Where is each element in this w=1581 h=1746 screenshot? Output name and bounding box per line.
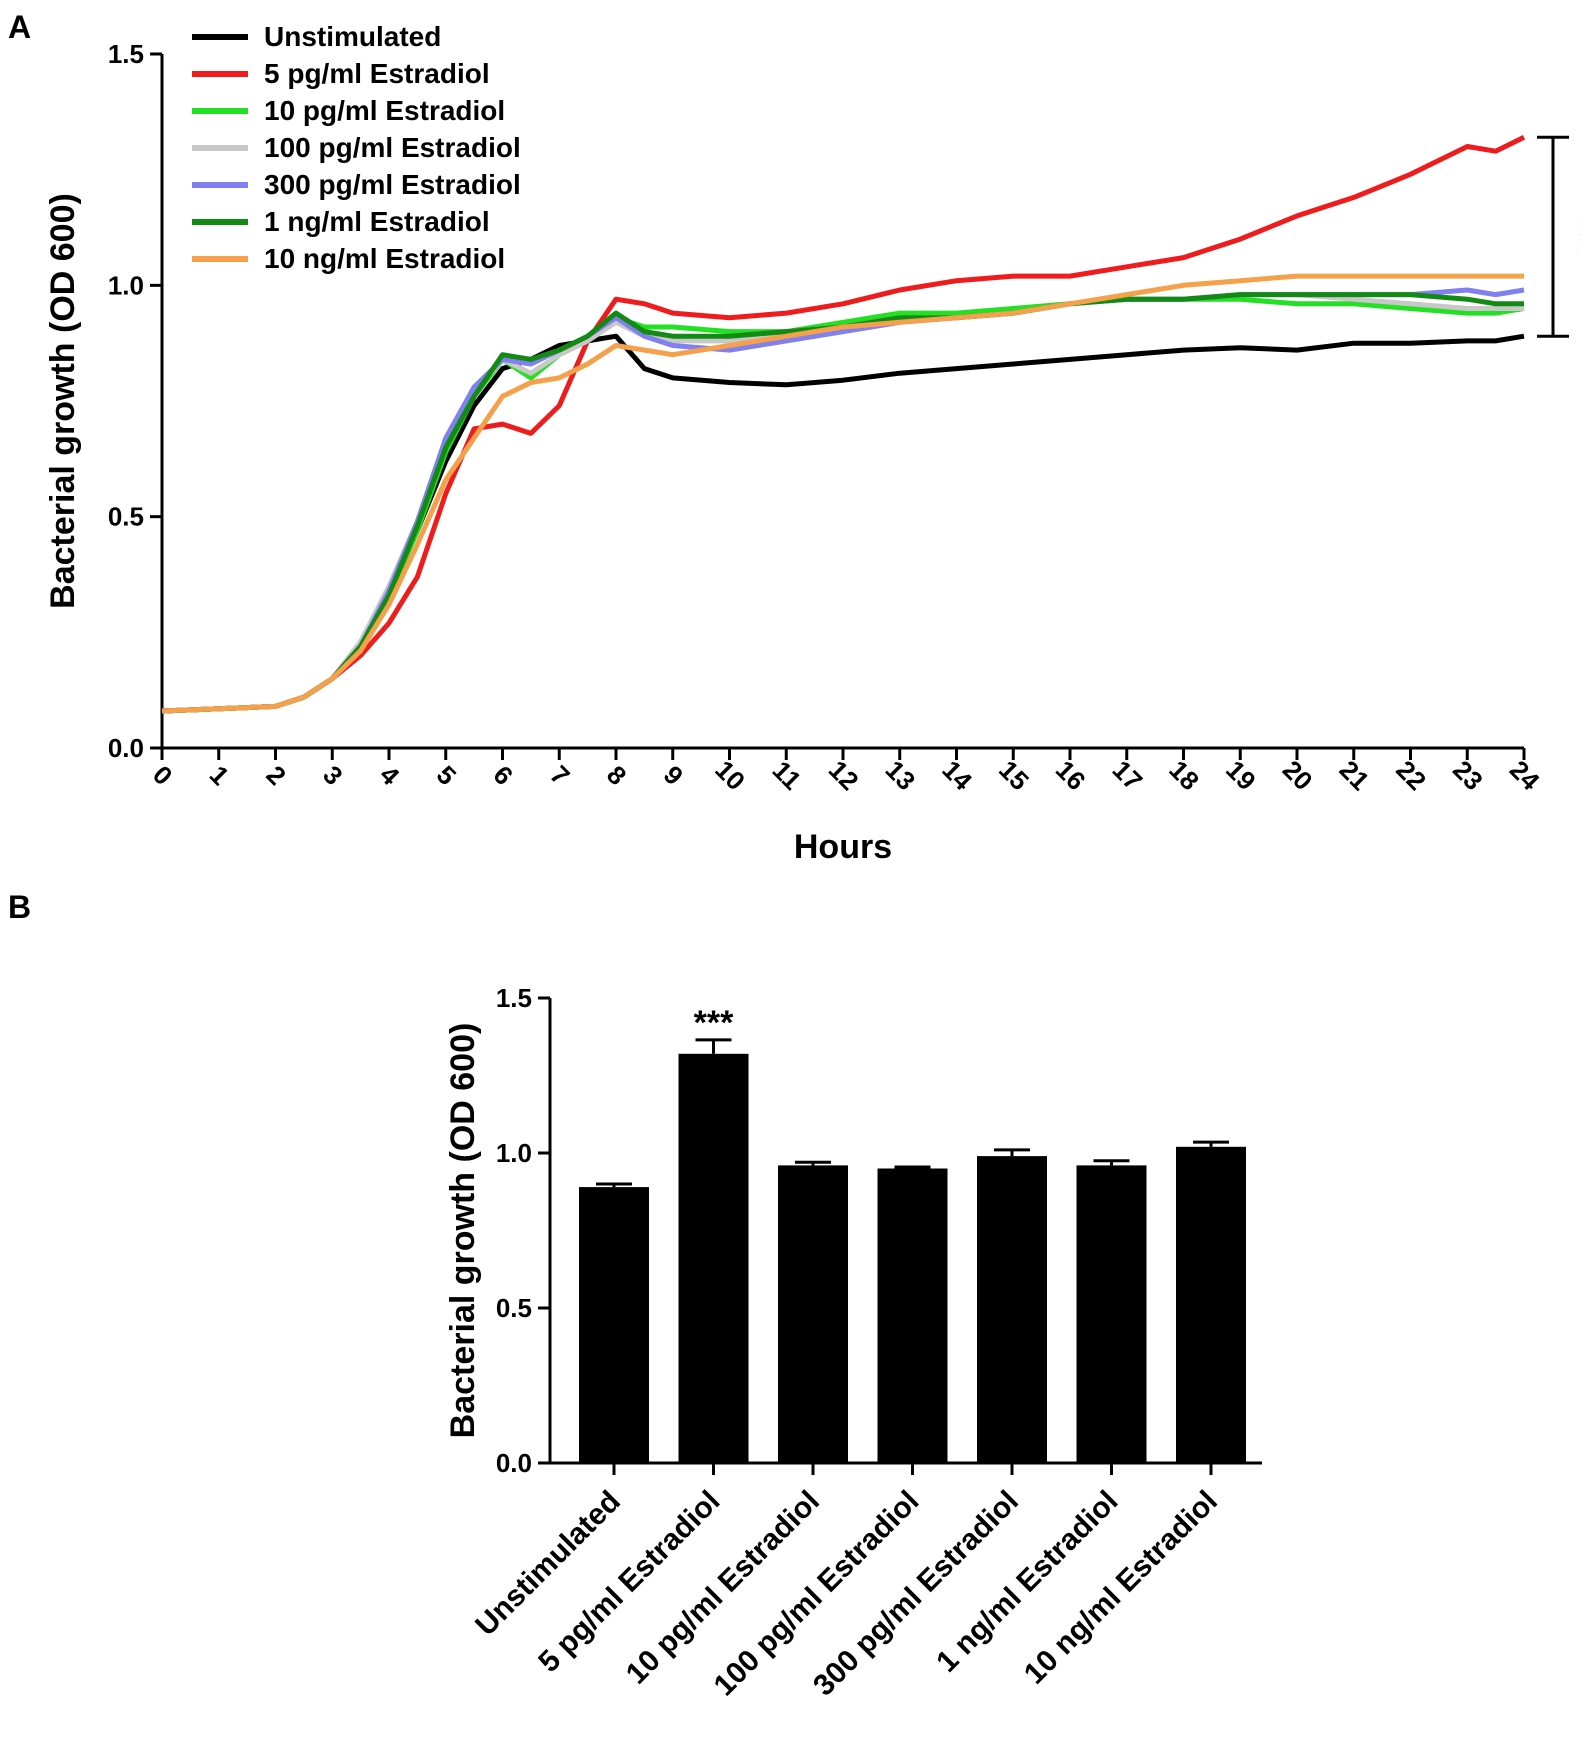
x-tick-label: 12 bbox=[823, 754, 865, 796]
bar bbox=[1176, 1146, 1246, 1463]
x-tick-label: 11 bbox=[767, 755, 808, 796]
x-tick-label: 22 bbox=[1390, 754, 1432, 796]
y-tick-label: 0.0 bbox=[108, 733, 144, 763]
legend-label-1-ng-ml-estradiol: 1 ng/ml Estradiol bbox=[264, 206, 490, 237]
bar bbox=[877, 1168, 948, 1463]
x-tick-label: 16 bbox=[1050, 754, 1092, 796]
x-tick-label: 9 bbox=[658, 760, 689, 791]
legend-label-5-pg-ml-estradiol: 5 pg/ml Estradiol bbox=[264, 58, 490, 89]
y-tick-label: 1.0 bbox=[108, 270, 144, 300]
bar-y-axis-title: Bacterial growth (OD 600) bbox=[444, 1023, 482, 1439]
bar bbox=[579, 1187, 649, 1463]
x-tick-label: 14 bbox=[936, 754, 978, 796]
bar-category-label: 10 ng/ml Estradiol bbox=[1018, 1485, 1224, 1691]
legend-label-300-pg-ml-estradiol: 300 pg/ml Estradiol bbox=[264, 169, 521, 200]
x-tick-label: 10 bbox=[709, 754, 751, 796]
x-tick-label: 5 bbox=[431, 760, 462, 791]
x-tick-label: 13 bbox=[880, 754, 922, 796]
x-tick-label: 24 bbox=[1504, 754, 1546, 796]
x-axis-title: Hours bbox=[794, 828, 892, 866]
bar-category-label: 5 pg/ml Estradiol bbox=[532, 1485, 726, 1679]
x-tick-label: 4 bbox=[374, 760, 406, 792]
x-tick-label: 20 bbox=[1277, 754, 1319, 796]
legend-label-10-pg-ml-estradiol: 10 pg/ml Estradiol bbox=[264, 95, 505, 126]
x-tick-label: 18 bbox=[1163, 754, 1205, 796]
x-tick-label: 21 bbox=[1334, 754, 1376, 796]
x-tick-label: 19 bbox=[1220, 754, 1262, 796]
y-tick-label: 1.5 bbox=[108, 39, 144, 69]
y-tick-label: 0.5 bbox=[108, 502, 144, 532]
x-tick-label: 0 bbox=[147, 760, 178, 791]
legend-label-100-pg-ml-estradiol: 100 pg/ml Estradiol bbox=[264, 132, 521, 163]
bar bbox=[778, 1165, 848, 1463]
bar bbox=[977, 1156, 1047, 1463]
significance-label: *** bbox=[1562, 217, 1581, 257]
bar-y-tick-label: 1.0 bbox=[496, 1138, 532, 1168]
x-tick-label: 3 bbox=[317, 760, 348, 791]
legend-label-unstimulated: Unstimulated bbox=[264, 21, 441, 52]
x-tick-label: 6 bbox=[487, 760, 518, 791]
bar-category-label: 10 pg/ml Estradiol bbox=[620, 1485, 826, 1691]
bar-y-tick-label: 0.0 bbox=[496, 1448, 532, 1478]
bar bbox=[1076, 1165, 1147, 1463]
x-tick-label: 2 bbox=[260, 760, 291, 791]
bar-y-tick-label: 0.5 bbox=[496, 1293, 532, 1323]
bar bbox=[678, 1053, 749, 1463]
x-tick-label: 17 bbox=[1107, 754, 1149, 796]
x-tick-label: 1 bbox=[204, 760, 235, 791]
series-line-5-pg-ml-estradiol bbox=[161, 135, 1526, 714]
series-line-1-ng-ml-estradiol bbox=[161, 292, 1524, 714]
x-tick-label: 15 bbox=[993, 754, 1035, 796]
panel-b-label: B bbox=[8, 889, 31, 925]
x-tick-label: 7 bbox=[544, 760, 575, 791]
x-tick-label: 8 bbox=[601, 760, 632, 791]
bar-y-tick-label: 1.5 bbox=[496, 983, 532, 1013]
panel-a-label: A bbox=[8, 9, 31, 45]
legend-label-10-ng-ml-estradiol: 10 ng/ml Estradiol bbox=[264, 243, 505, 274]
x-tick-label: 23 bbox=[1447, 754, 1489, 796]
series-line-unstimulated bbox=[161, 333, 1525, 714]
series-line-10-ng-ml-estradiol bbox=[161, 273, 1524, 714]
growth-curve-chart: 0.00.51.01.50 1 2 3 4 5 6 7 8 9 10 11 12 13 14 15 16 17 18… bbox=[44, 21, 1581, 866]
bar-significance-label: *** bbox=[694, 1004, 734, 1042]
bar-category-label: 1 ng/ml Estradiol bbox=[930, 1485, 1124, 1679]
y-axis-title: Bacterial growth (OD 600) bbox=[44, 193, 82, 609]
